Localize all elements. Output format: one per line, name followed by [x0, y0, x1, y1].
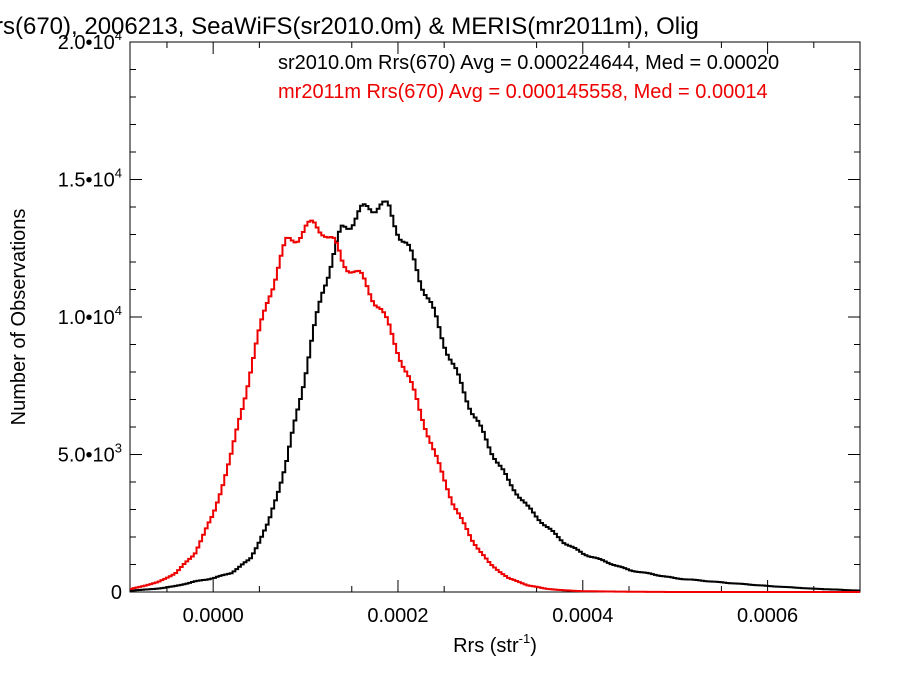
y-tick-label: 1.0•104 [58, 303, 122, 329]
y-tick-label-exponent: 4 [115, 303, 122, 318]
y-axis-label: Number of Observations [8, 209, 30, 426]
y-tick-label-mantissa: 0 [111, 582, 122, 604]
y-tick-label-mantissa: 1.0•10 [58, 307, 115, 329]
x-tick-label: 0.0002 [367, 605, 428, 627]
series-line-sr2010 [130, 200, 861, 592]
y-tick-label-mantissa: 2.0•10 [58, 32, 115, 54]
y-tick-label-mantissa: 1.5•10 [58, 170, 115, 192]
x-tick-label: 0.0006 [737, 605, 798, 627]
x-axis-label-main: Rrs (str [453, 635, 519, 657]
y-tick-label: 0 [111, 582, 122, 604]
x-axis: 0.0000 0.0002 0.0004 0.0006 [166, 42, 815, 627]
series-layer [130, 200, 861, 593]
plot-frame [129, 41, 861, 593]
legend-entry-sr2010: sr2010.0m Rrs(670) Avg = 0.000224644, Me… [278, 52, 779, 74]
x-tick-label: 0.0004 [552, 605, 613, 627]
y-tick-label: 1.5•104 [58, 166, 122, 192]
y-tick-label-exponent: 4 [115, 166, 122, 181]
x-tick-label: 0.0000 [183, 605, 244, 627]
x-axis-label-exponent: -1 [519, 631, 531, 646]
y-tick-label-mantissa: 5.0•10 [58, 445, 115, 467]
x-axis-label-close: ) [530, 635, 537, 657]
chart-title: rs(670), 2006213, SeaWiFS(sr2010.0m) & M… [0, 13, 699, 40]
x-axis-label: Rrs (str-1) [453, 631, 537, 657]
y-tick-label-exponent: 3 [115, 441, 122, 456]
legend-entry-mr2011: mr2011m Rrs(670) Avg = 0.000145558, Med … [278, 81, 768, 103]
y-tick-label: 2.0•104 [58, 28, 122, 54]
series-line-mr2011 [130, 219, 860, 593]
y-tick-label-exponent: 4 [115, 28, 122, 43]
y-tick-label: 5.0•103 [58, 441, 122, 467]
